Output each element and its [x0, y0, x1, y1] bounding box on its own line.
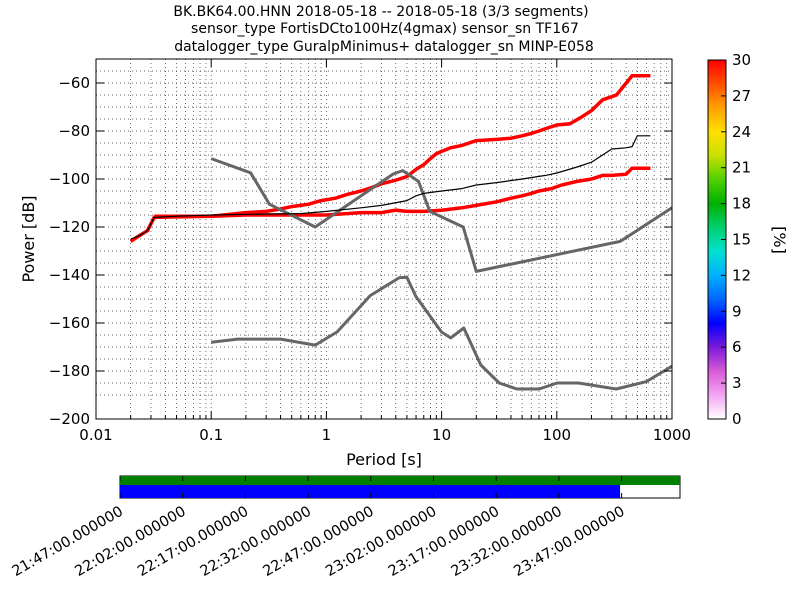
- colorbar-tick-label: 12: [732, 266, 751, 284]
- noise-model-curves: [130, 135, 673, 391]
- x-tick-label: 1: [322, 426, 332, 444]
- distribution-band-upper: [129, 74, 651, 243]
- chart-title: BK.BK64.00.HNN 2018-05-18 -- 2018-05-18 …: [173, 4, 593, 55]
- coverage-timeline: 21:47:00.00000022:02:00.00000022:17:00.0…: [10, 475, 681, 580]
- title-line-2: sensor_type FortisDCto100Hz(4gmax) senso…: [191, 21, 579, 37]
- y-tick-label: −80: [58, 122, 90, 140]
- colorbar-tick-label: 24: [732, 123, 751, 141]
- title-line-1: BK.BK64.00.HNN 2018-05-18 -- 2018-05-18 …: [173, 4, 588, 20]
- x-axis-ticks: 0.01 0.1 1 10 100 1000: [79, 59, 691, 444]
- colorbar-tick-label: 6: [732, 338, 742, 356]
- x-axis-label: Period [s]: [346, 450, 422, 469]
- y-tick-label: −120: [49, 218, 90, 236]
- y-tick-label: −140: [49, 266, 90, 284]
- psd-coverage-bar: [120, 485, 621, 498]
- title-line-3: datalogger_type GuralpMinimus+ datalogge…: [174, 39, 594, 55]
- y-tick-label: −100: [49, 170, 90, 188]
- y-tick-label: −60: [58, 74, 90, 92]
- timeline-tick-label: 23:47:00.000000: [511, 504, 627, 580]
- y-tick-label: −180: [49, 362, 90, 380]
- timeline-tick-label: 22:32:00.000000: [198, 504, 314, 580]
- colorbar: 0 3 6 9 12 15 18 21 24 27 30 [%]: [707, 51, 789, 428]
- colorbar-ticks: 0 3 6 9 12 15 18 21 24 27 30: [721, 51, 751, 428]
- colorbar-tick-label: 15: [732, 231, 751, 249]
- y-tick-label: −200: [49, 410, 90, 428]
- x-tick-label: 1000: [653, 426, 691, 444]
- series-line-nlnm: [211, 275, 673, 391]
- grid: [96, 58, 672, 419]
- colorbar-tick-label: 18: [732, 195, 751, 213]
- x-tick-label: 10: [432, 426, 451, 444]
- colorbar-tick-label: 21: [732, 159, 751, 177]
- x-tick-label: 100: [542, 426, 571, 444]
- y-tick-label: −160: [49, 314, 90, 332]
- series-line-nhnm: [210, 157, 673, 273]
- colorbar-tick-label: 3: [732, 374, 742, 392]
- colorbar-tick-label: 30: [732, 51, 751, 69]
- timeline-tick-label: 22:02:00.000000: [72, 504, 188, 580]
- probability-density: [129, 74, 651, 243]
- colorbar-tick-label: 9: [732, 302, 742, 320]
- x-tick-label: 0.01: [79, 426, 112, 444]
- colorbar-tick-label: 27: [732, 87, 751, 105]
- timeline-tick-label: 23:02:00.000000: [323, 504, 439, 580]
- colorbar-label: [%]: [770, 226, 789, 254]
- colorbar-tick-label: 0: [732, 410, 742, 428]
- x-tick-label: 0.1: [199, 426, 223, 444]
- timeline-tick-label: 21:47:00.000000: [10, 504, 126, 580]
- y-axis-ticks: −200 −180 −160 −140 −120 −100 −80 −60: [49, 74, 672, 428]
- timeline-tick-label: 22:47:00.000000: [260, 504, 376, 580]
- timeline-tick-label: 22:17:00.000000: [135, 504, 251, 580]
- series-line-median: [130, 135, 651, 240]
- timeline-tick-label: 23:32:00.000000: [449, 504, 565, 580]
- y-axis-label: Power [dB]: [19, 195, 38, 282]
- timeline-tick-label: 23:17:00.000000: [386, 504, 502, 580]
- plot-frame: [95, 58, 673, 420]
- plot-area: 0.01 0.1 1 10 100 1000 −200 −180 −160 −140 −120 −1…: [49, 58, 691, 444]
- data-coverage-bar: [120, 476, 680, 485]
- distribution-band-lower: [154, 166, 651, 218]
